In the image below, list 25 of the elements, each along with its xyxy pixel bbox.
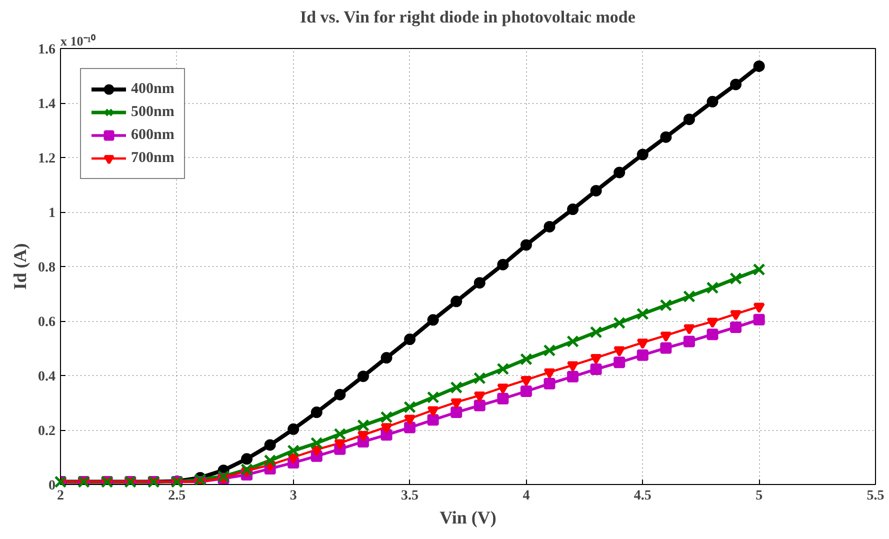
- x-tick-label: 2: [57, 488, 64, 504]
- x-tick-label: 5.5: [866, 488, 884, 504]
- y-axis-title: Id (A): [10, 243, 30, 290]
- x-tick-label: 5: [756, 488, 763, 504]
- legend-label: 700nm: [131, 150, 174, 166]
- y-tick-label: 0.8: [38, 260, 56, 276]
- chart-title: Id vs. Vin for right diode in photovoltaic mode: [300, 8, 636, 26]
- legend-label: 400nm: [131, 80, 174, 98]
- legend-label: 600nm: [131, 126, 174, 144]
- text: x 10⁻¹⁰: [60, 34, 96, 48]
- y-tick-label: 0.4: [38, 370, 56, 384]
- y-tick-label: 1.6: [38, 42, 56, 58]
- legend-label: 500nm: [131, 104, 174, 120]
- x-tick-label: 4: [522, 488, 530, 504]
- y-tick-label: 1.2: [38, 152, 56, 166]
- y-tick-label: 0.6: [38, 315, 56, 330]
- x-tick-label: 4.5: [634, 488, 652, 504]
- x-axis-title: Vin (V): [440, 508, 496, 528]
- x-tick-label: 2.5: [168, 488, 186, 504]
- y-tick-label: 0.2: [38, 424, 56, 439]
- y-tick-label: 1: [48, 206, 56, 221]
- x-tick-label: 3: [290, 488, 297, 504]
- y-tick-label: 0: [48, 478, 56, 494]
- y-tick-label: 1.4: [38, 97, 56, 112]
- x-tick-label: 3.5: [401, 488, 419, 504]
